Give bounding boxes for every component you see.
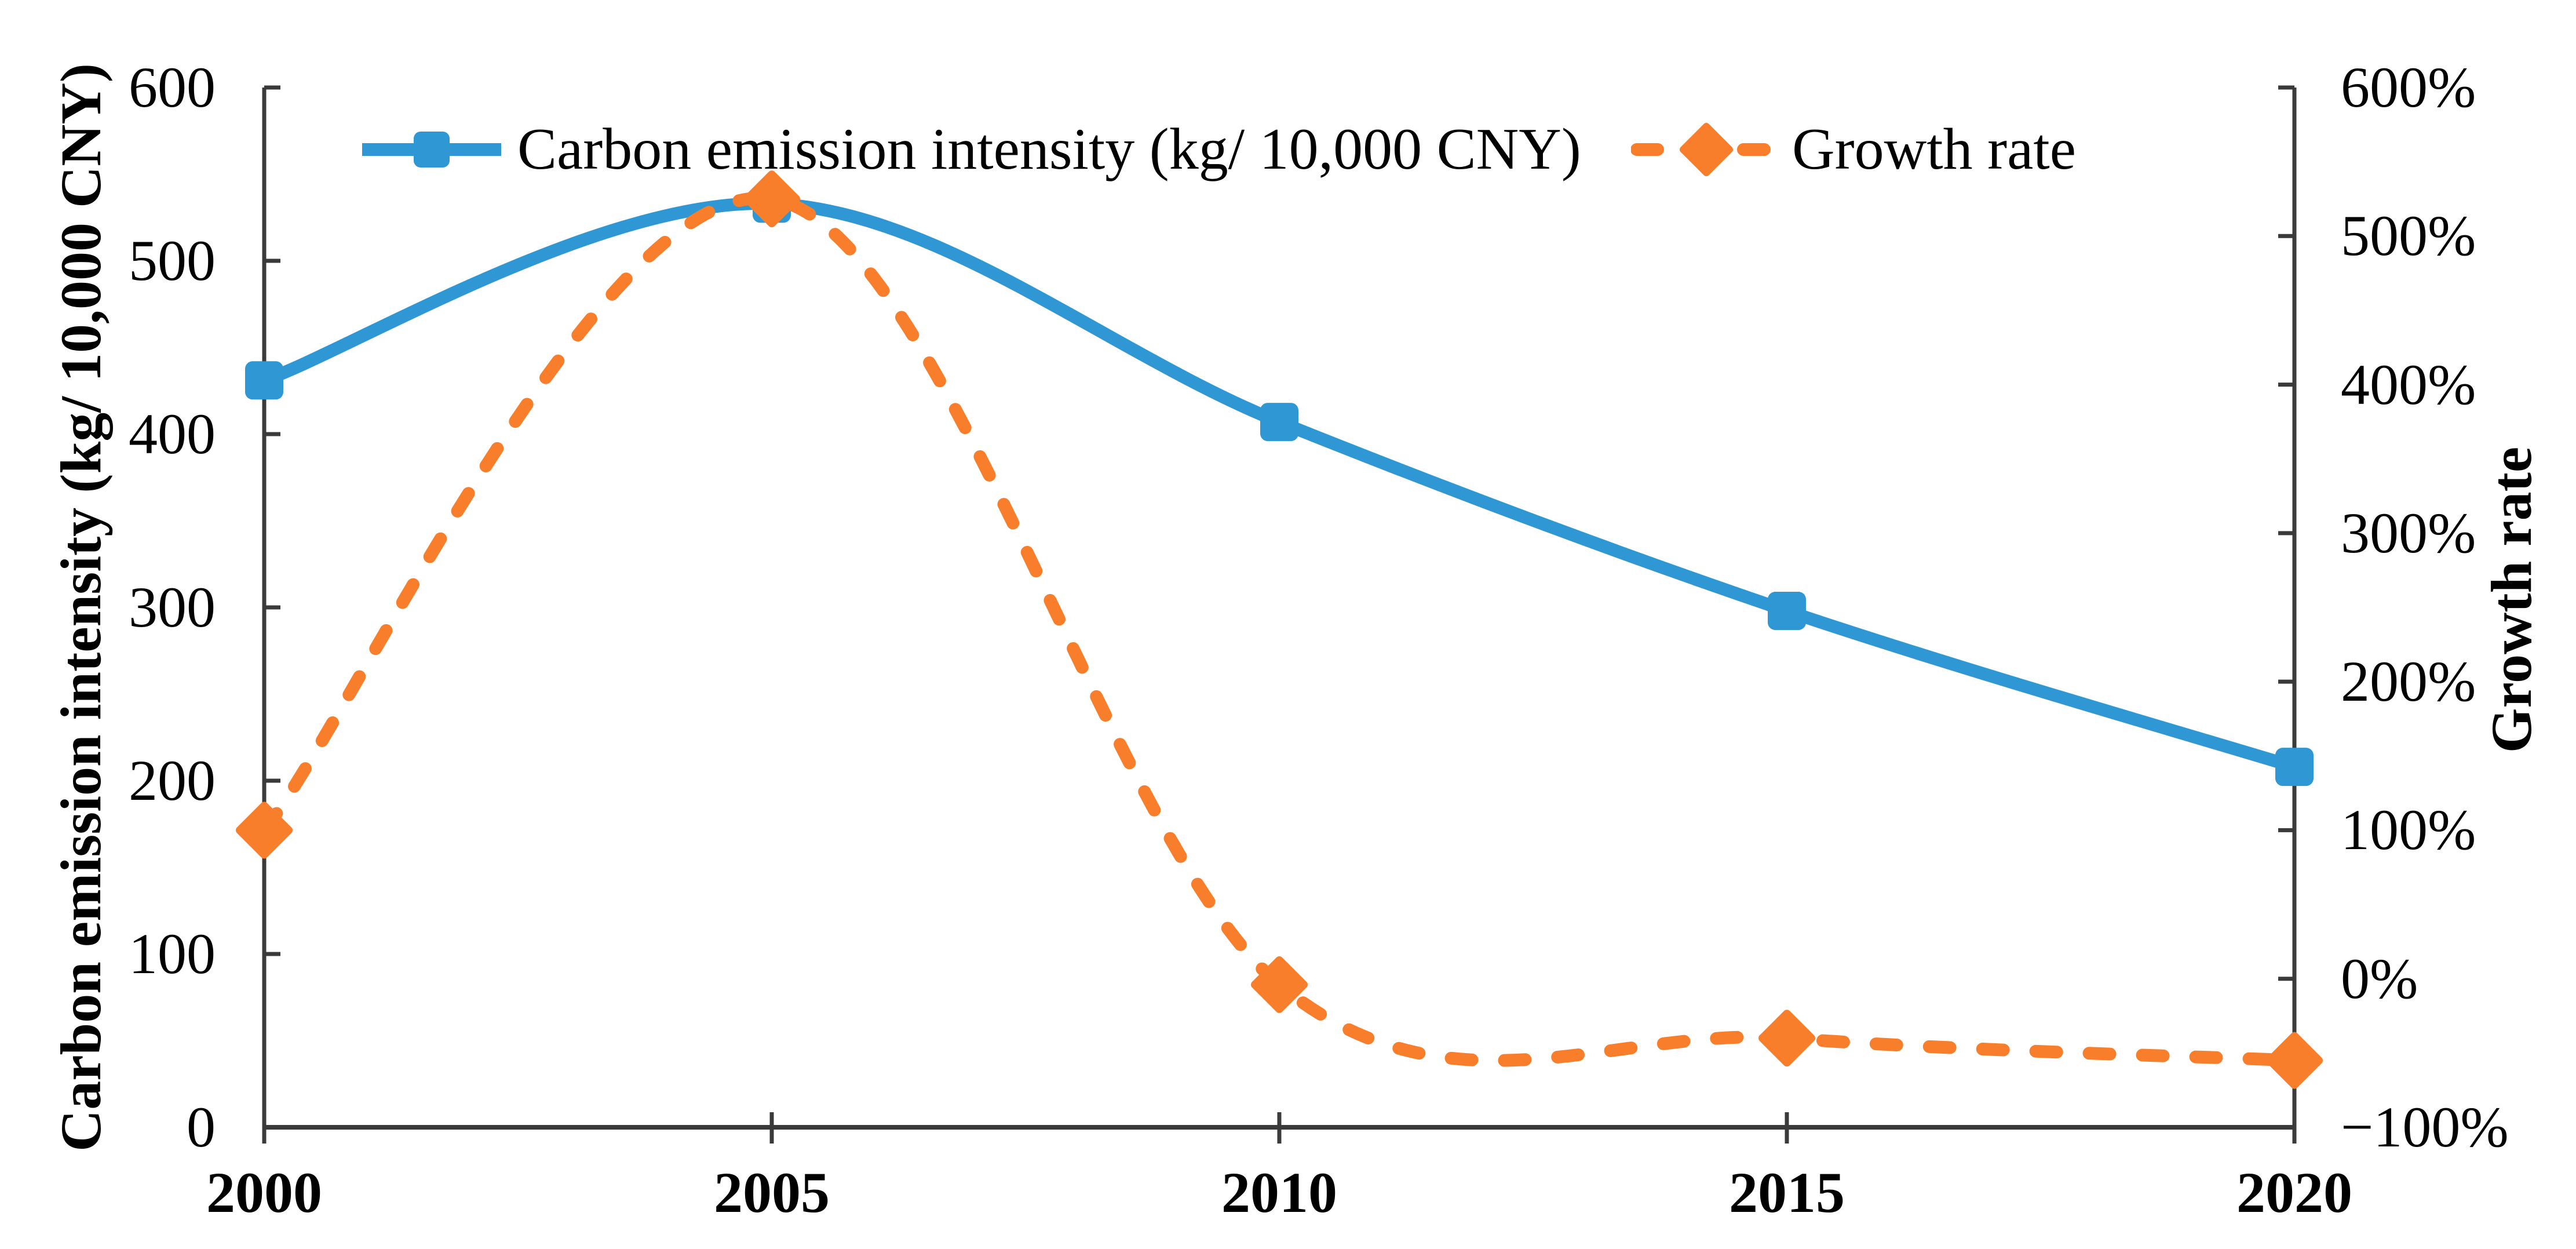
x-axis-tick-label: 2005 <box>714 1160 830 1225</box>
x-axis-tick-label: 2015 <box>1729 1160 1845 1225</box>
right-axis-tick-label: −100% <box>2341 1095 2509 1159</box>
square-marker <box>1260 403 1298 442</box>
diamond-marker <box>743 170 800 228</box>
intensity-line <box>258 197 2301 774</box>
right-axis-tick-label: 600% <box>2341 55 2476 119</box>
legend-sample-line-square-icon <box>362 132 501 167</box>
diamond-marker <box>1251 956 1308 1013</box>
right-axis-tick-label: 200% <box>2341 649 2476 714</box>
left-axis-tick-label: 300 <box>129 575 216 639</box>
left-axis-tick-label: 100 <box>129 922 216 986</box>
legend-sample-dashed-diamond-icon <box>1631 123 1782 176</box>
right-axis-tick-label: 100% <box>2341 798 2476 862</box>
left-axis-tick-label: 0 <box>187 1095 216 1159</box>
right-axis-tick-label: 300% <box>2341 500 2476 565</box>
left-axis-tick-label: 200 <box>129 748 216 813</box>
legend-item-carbon-intensity: Carbon emission intensity (kg/ 10,000 CN… <box>356 115 1581 184</box>
square-marker <box>245 361 283 400</box>
right-axis-title: Growth rate <box>2479 446 2544 753</box>
legend-item-growth-rate: Growth rate <box>1631 115 2076 184</box>
diamond-marker <box>2266 1032 2323 1089</box>
left-axis-tick-label: 400 <box>129 402 216 466</box>
diamond-marker <box>236 802 293 859</box>
series-growth-rate <box>236 170 2323 1089</box>
diamond-marker <box>1758 1010 1815 1067</box>
left-axis-tick-label: 600 <box>129 55 216 119</box>
right-axis-tick-label: 0% <box>2341 946 2418 1011</box>
square-marker <box>2275 748 2314 786</box>
x-axis-tick-label: 2010 <box>1221 1160 1337 1225</box>
right-axis-tick-label: 500% <box>2341 203 2476 268</box>
axes <box>262 85 2297 1144</box>
legend-label-growth-rate: Growth rate <box>1792 116 2076 182</box>
right-axis-tick-label: 400% <box>2341 352 2476 417</box>
series-carbon-intensity <box>245 184 2314 786</box>
x-axis-tick-label: 2020 <box>2236 1160 2352 1225</box>
legend-label-carbon-intensity: Carbon emission intensity (kg/ 10,000 CN… <box>517 116 1581 182</box>
left-axis-tick-label: 500 <box>129 228 216 293</box>
square-marker <box>1768 591 1806 630</box>
x-axis-tick-label: 2000 <box>206 1160 322 1225</box>
growth-rate-line <box>258 191 2301 1067</box>
